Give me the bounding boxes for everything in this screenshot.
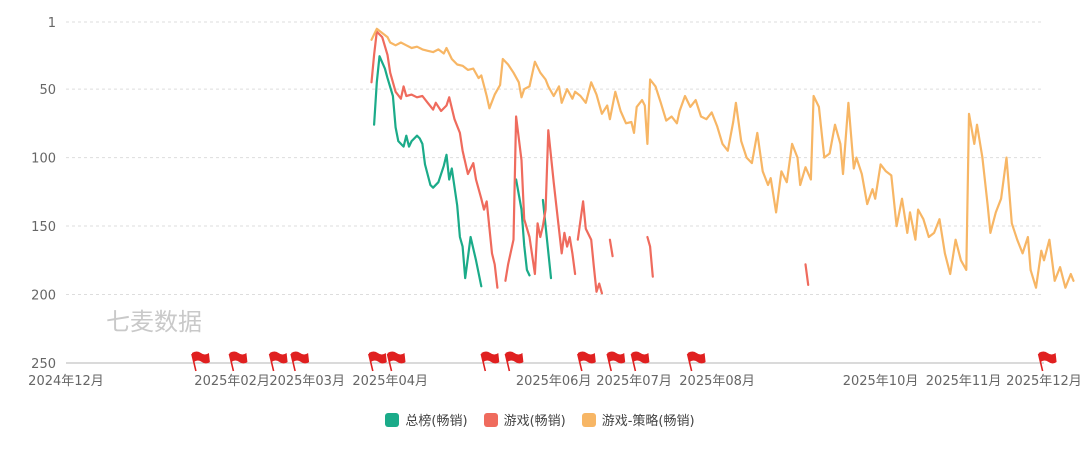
series-游戏-策略(畅销) [370,27,1075,289]
series-line [370,30,499,289]
event-flag-icon [268,351,288,372]
x-tick-label: 2025年04月 [352,374,428,389]
event-flag-icon [480,351,500,372]
x-tick-label: 2025年11月 [926,374,1002,389]
y-tick-label: 250 [31,357,56,372]
series-line [608,238,614,258]
legend-swatch [483,412,498,427]
event-flag-icon [1037,351,1057,372]
event-flag-icon [630,351,650,372]
legend-item[interactable]: 游戏(畅销) [483,410,566,429]
x-tick-label: 2025年03月 [269,374,345,389]
x-tick-label: 2025年06月 [516,374,592,389]
event-flag-icon [386,351,406,372]
legend-label: 游戏(畅销) [503,414,566,429]
x-tick-label: 2025年08月 [679,374,755,389]
legend-item[interactable]: 游戏-策略(畅销) [581,410,695,429]
y-tick-label: 200 [31,289,56,304]
y-tick-label: 1 [48,16,56,31]
series-总榜(畅销) [373,55,553,288]
y-tick-label: 150 [31,220,56,235]
legend-swatch [581,412,596,427]
legend-label: 游戏-策略(畅销) [601,414,695,429]
y-tick-label: 100 [31,152,56,167]
x-tick-label: 2025年02月 [194,374,270,389]
event-flag-icon [686,351,706,372]
x-tick-label: 2025年10月 [843,374,919,389]
x-tick-label: 2024年12月 [28,374,104,389]
series-line [646,235,654,278]
legend-swatch [385,412,400,427]
event-flag-icon [228,351,248,372]
series-line [804,263,810,286]
event-flag-icon [191,351,210,372]
event-flag-icon [606,351,626,372]
event-flag-icon [290,351,310,372]
x-tick-label: 2025年12月 [1006,374,1080,389]
event-flag-icon [577,351,596,372]
watermark: 七麦数据 [106,308,202,336]
series-line [541,198,553,280]
legend-item[interactable]: 总榜(畅销) [385,410,468,429]
series-line [515,178,531,277]
y-tick-label: 50 [39,83,56,98]
event-flag-icon [368,351,387,372]
series-line [504,115,577,282]
series-line [373,55,483,288]
legend-label: 总榜(畅销) [405,414,468,429]
x-tick-label: 2025年07月 [596,374,672,389]
event-flag-icon [504,351,524,372]
series-游戏(畅销) [370,30,810,295]
series-line [1029,238,1075,289]
series-line [576,200,603,295]
chart-legend: 总榜(畅销) 游戏(畅销) 游戏-策略(畅销) [0,410,1080,429]
series-line [370,27,1032,276]
